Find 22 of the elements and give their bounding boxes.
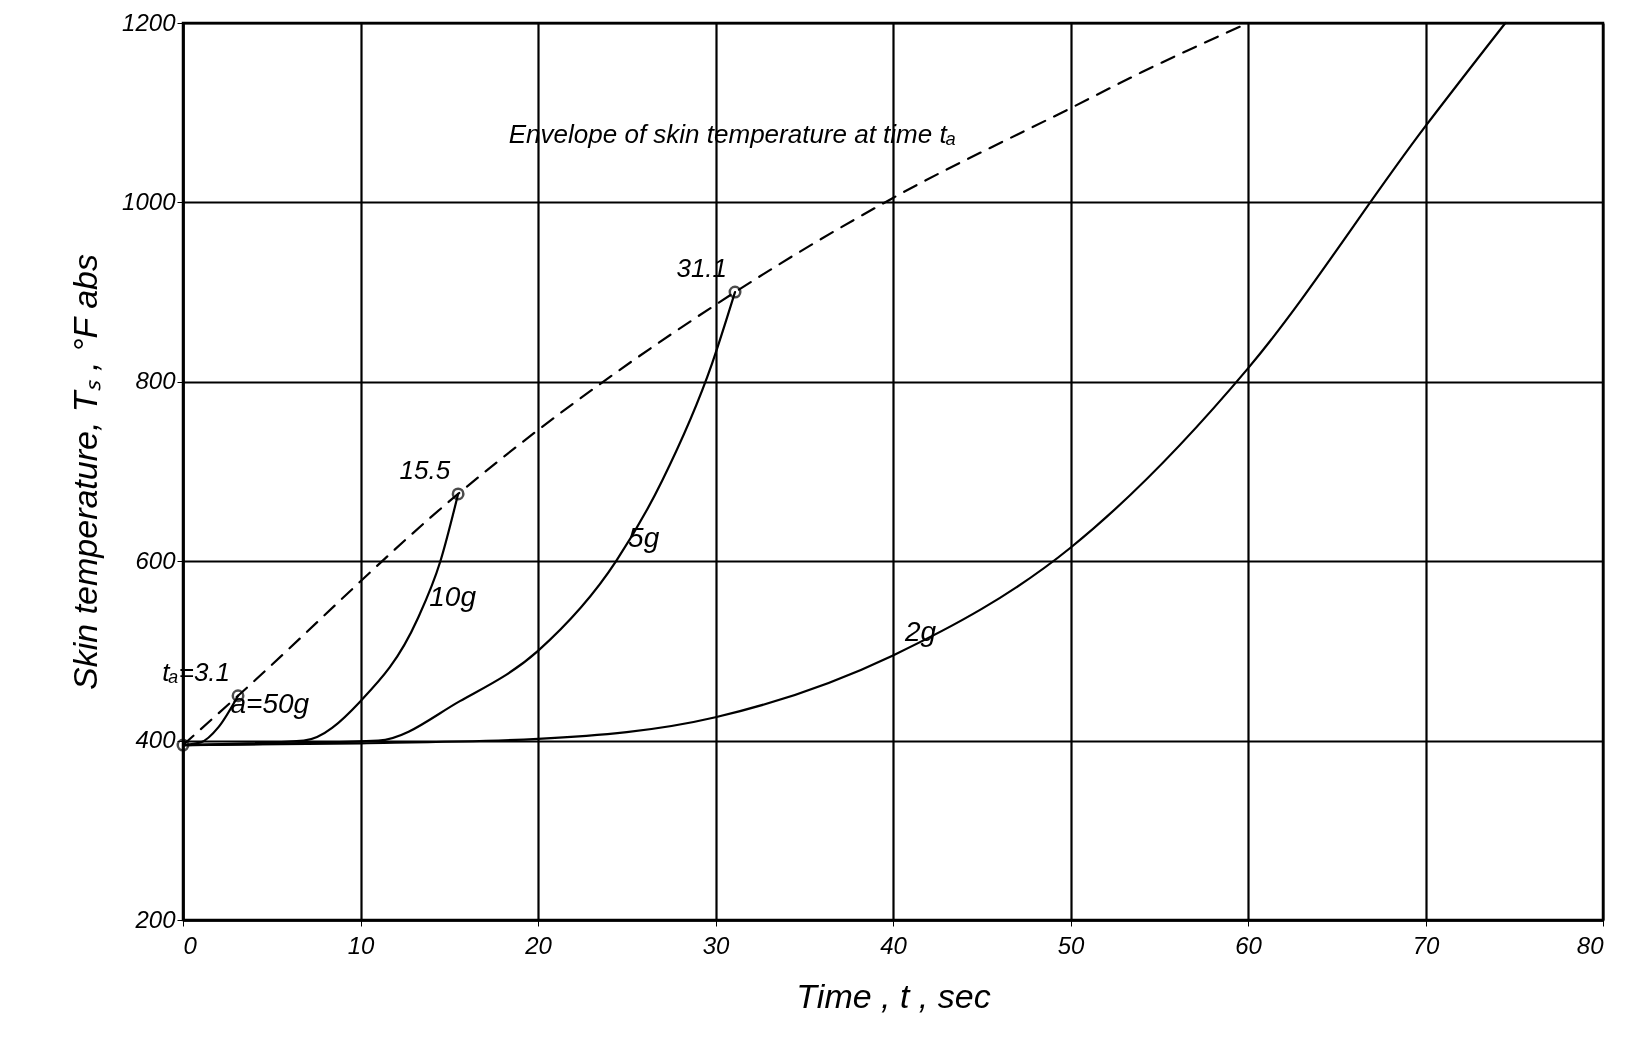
series-label: 2g: [904, 616, 937, 648]
y-tick-label: 800: [135, 367, 177, 395]
x-tick-label: 30: [702, 931, 730, 959]
x-tick-label: 0: [183, 931, 198, 959]
x-tick-label: 10: [347, 931, 375, 959]
x-axis-title: Time , t , sec: [796, 976, 991, 1015]
y-tick-label: 1000: [122, 187, 177, 215]
series-label: 5g: [628, 522, 660, 554]
annotation: 15.5: [399, 454, 451, 485]
series-label: 10g: [429, 580, 477, 612]
x-tick-label: 20: [524, 931, 553, 959]
x-tick-label: 60: [1235, 931, 1263, 959]
x-tick-label: 40: [880, 931, 908, 959]
series-label: a=50g: [230, 688, 310, 720]
x-tick-label: 50: [1057, 931, 1085, 959]
y-tick-label: 1200: [122, 8, 177, 36]
y-tick-label: 200: [134, 905, 177, 933]
x-tick-label: 80: [1576, 931, 1605, 959]
y-tick-label: 600: [135, 546, 177, 574]
y-axis-title: Skin temperature, Tₛ , °F abs: [66, 254, 105, 690]
y-tick-label: 400: [135, 726, 177, 754]
x-tick-label: 70: [1412, 931, 1440, 959]
